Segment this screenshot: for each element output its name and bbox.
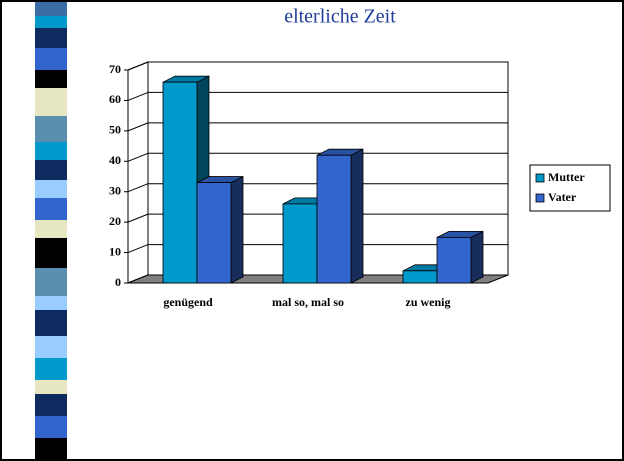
y-tick-label: 70 xyxy=(109,62,121,76)
bar-front xyxy=(162,81,198,284)
decor-stripe xyxy=(35,2,67,460)
x-tick-label: genügend xyxy=(163,295,213,309)
bar-front xyxy=(436,236,472,284)
legend-swatch xyxy=(535,193,545,203)
y-tick-label: 20 xyxy=(109,214,121,228)
legend-box xyxy=(529,164,611,212)
bar xyxy=(316,148,364,284)
bar-side xyxy=(230,175,244,284)
bar-side xyxy=(470,230,484,284)
bar xyxy=(436,230,484,284)
y-tick-label: 40 xyxy=(109,153,121,167)
grid-line-side xyxy=(127,61,149,71)
legend-label: Mutter xyxy=(548,170,585,184)
bar-front xyxy=(282,203,318,284)
y-tick-label: 30 xyxy=(109,183,121,197)
bar-front xyxy=(196,182,232,284)
grid-line-side xyxy=(127,152,149,162)
y-tick-label: 0 xyxy=(115,275,121,289)
plot: 0 10 20 30 40 50 60 70 genügend mal so, mal so zu … xyxy=(109,61,509,309)
bar-front xyxy=(316,154,352,284)
x-tick-label: mal so, mal so xyxy=(272,295,344,309)
x-tick-label: zu wenig xyxy=(406,295,451,309)
side-wall xyxy=(127,61,149,284)
bar-front xyxy=(402,270,438,284)
grid-line-side xyxy=(127,244,149,254)
legend-swatch xyxy=(535,173,545,183)
grid-line-side xyxy=(127,122,149,132)
y-tick-label: 10 xyxy=(109,244,121,258)
y-tick-label: 50 xyxy=(109,123,121,137)
grid-line-side xyxy=(127,183,149,193)
bar-side xyxy=(350,148,364,284)
bar xyxy=(196,175,244,284)
legend-label: Vater xyxy=(548,190,577,204)
y-tick-label: 60 xyxy=(109,92,121,106)
chart-title: elterliche Zeit xyxy=(284,6,396,28)
grid-line-side xyxy=(127,91,149,101)
grid-line-side xyxy=(127,213,149,223)
